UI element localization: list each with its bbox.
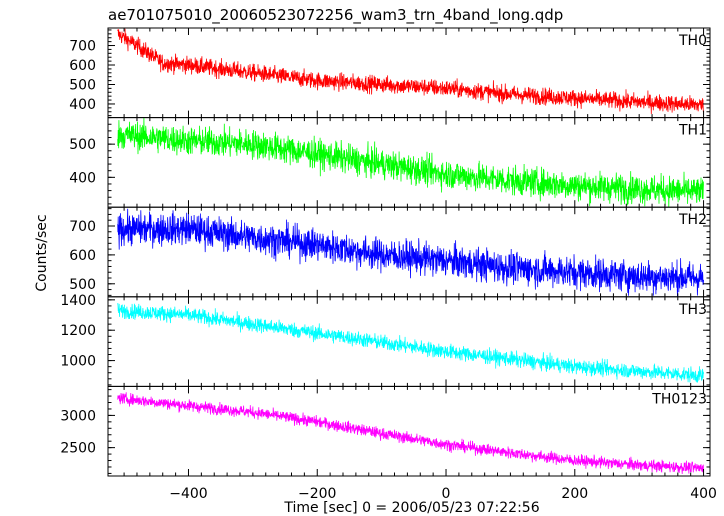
series-line-th0 (117, 28, 704, 115)
y-tick-label: 2500 (60, 441, 96, 457)
x-tick-label: −400 (169, 486, 207, 502)
x-axis: −400 −200 0 200 400 (169, 486, 717, 502)
x-tick-label: 400 (690, 486, 717, 502)
y-tick-label: 1400 (60, 293, 96, 309)
panel-frame (107, 385, 711, 477)
y-tick-label: 400 (69, 97, 96, 113)
series-line-th0123 (117, 392, 704, 475)
panel-frame (107, 296, 711, 387)
y-tick-label: 400 (69, 170, 96, 186)
y-tick-label: 1200 (60, 323, 96, 339)
y-tick-label: 500 (69, 277, 96, 293)
chart-title: ae701075010_20060523072256_wam3_trn_4ban… (108, 6, 563, 25)
panel-label-th0: TH0 (678, 33, 707, 49)
panel-th0123: 2500 3000 TH0123 (60, 385, 711, 477)
panel-label-th0123: TH0123 (651, 391, 707, 407)
x-tick-label: 200 (561, 486, 588, 502)
y-tick-label: 500 (69, 137, 96, 153)
y-tick-label: 500 (69, 77, 96, 93)
panel-th3: 1000 1200 1400 TH3 (60, 293, 711, 387)
panel-label-th1: TH1 (678, 123, 707, 139)
y-tick-label: 600 (69, 58, 96, 74)
y-tick-label: 700 (69, 39, 96, 55)
x-tick-label: 0 (442, 486, 451, 502)
panel-th0: 400 500 600 700 TH0 (69, 27, 711, 119)
panel-th1: 400 500 TH1 (69, 117, 711, 208)
y-tick-label: 1000 (60, 354, 96, 370)
series-line-th2 (117, 208, 704, 297)
panels: 400 500 600 700 TH0 400 500 TH1 500 600 700 TH2 1000… (60, 27, 711, 477)
y-axis-label: Counts/sec (34, 214, 50, 291)
y-tick-label: 600 (69, 248, 96, 264)
y-tick-label: 3000 (60, 408, 96, 424)
panel-th2: 500 600 700 TH2 (69, 206, 711, 298)
panel-label-th3: TH3 (678, 302, 707, 318)
series-line-th1 (117, 117, 704, 208)
panel-label-th2: TH2 (678, 212, 707, 228)
x-axis-label: Time [sec] 0 = 2006/05/23 07:22:56 (283, 500, 539, 516)
y-tick-label: 700 (69, 219, 96, 235)
series-line-th3 (117, 303, 704, 383)
x-tick-label: −200 (298, 486, 336, 502)
